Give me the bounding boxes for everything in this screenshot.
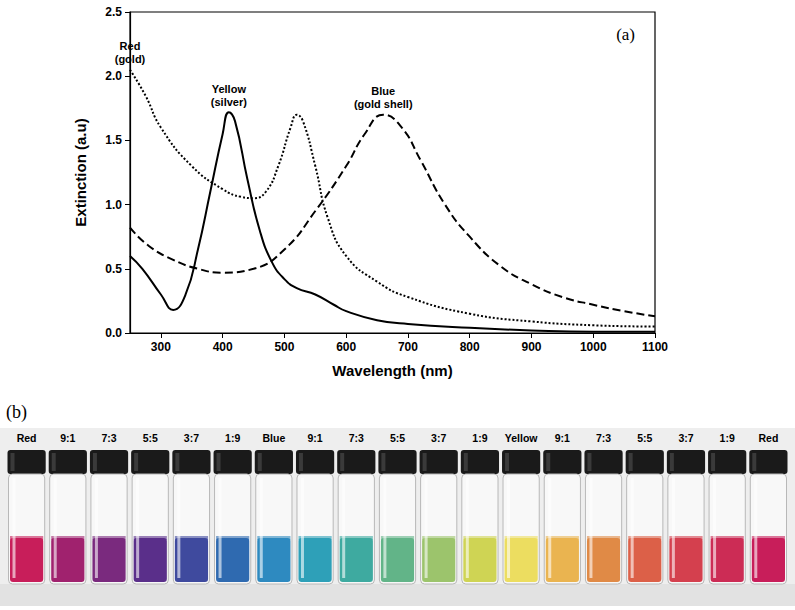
svg-text:800: 800 (460, 340, 480, 354)
svg-text:5:5: 5:5 (637, 432, 652, 444)
svg-text:0.5: 0.5 (105, 262, 122, 276)
svg-text:1:9: 1:9 (472, 432, 487, 444)
svg-text:9:1: 9:1 (60, 432, 75, 444)
svg-text:Wavelength (nm): Wavelength (nm) (332, 362, 452, 379)
svg-text:1100: 1100 (642, 340, 668, 354)
svg-text:1000: 1000 (580, 340, 607, 354)
svg-text:Blue: Blue (371, 85, 395, 97)
svg-text:900: 900 (521, 340, 541, 354)
svg-text:Red: Red (758, 432, 778, 444)
svg-text:Red: Red (17, 432, 37, 444)
svg-text:9:1: 9:1 (555, 432, 570, 444)
svg-text:Red: Red (120, 40, 141, 52)
svg-text:1.0: 1.0 (105, 198, 122, 212)
svg-text:400: 400 (213, 340, 233, 354)
svg-text:Yellow: Yellow (505, 432, 539, 444)
svg-text:3:7: 3:7 (678, 432, 693, 444)
svg-text:7:3: 7:3 (596, 432, 611, 444)
svg-text:2.5: 2.5 (105, 5, 122, 19)
svg-text:Extinction (a.u): Extinction (a.u) (72, 118, 89, 226)
svg-text:(b): (b) (6, 402, 27, 423)
svg-text:7:3: 7:3 (349, 432, 364, 444)
svg-text:600: 600 (336, 340, 356, 354)
svg-text:9:1: 9:1 (307, 432, 322, 444)
svg-text:5:5: 5:5 (143, 432, 158, 444)
svg-text:7:3: 7:3 (101, 432, 116, 444)
svg-text:Yellow: Yellow (212, 83, 247, 95)
svg-text:3:7: 3:7 (431, 432, 446, 444)
svg-text:0.0: 0.0 (105, 326, 122, 340)
svg-text:500: 500 (274, 340, 294, 354)
svg-text:300: 300 (151, 340, 171, 354)
svg-text:700: 700 (398, 340, 418, 354)
svg-text:(gold): (gold) (115, 53, 146, 65)
svg-text:1:9: 1:9 (225, 432, 240, 444)
svg-text:2.0: 2.0 (105, 69, 122, 83)
svg-text:Blue: Blue (262, 432, 285, 444)
svg-text:3:7: 3:7 (184, 432, 199, 444)
svg-text:(silver): (silver) (211, 96, 247, 108)
svg-text:1.5: 1.5 (105, 133, 122, 147)
svg-text:(gold shell): (gold shell) (354, 98, 413, 110)
svg-text:1:9: 1:9 (720, 432, 735, 444)
svg-text:5:5: 5:5 (390, 432, 405, 444)
svg-text:(a): (a) (616, 25, 635, 44)
